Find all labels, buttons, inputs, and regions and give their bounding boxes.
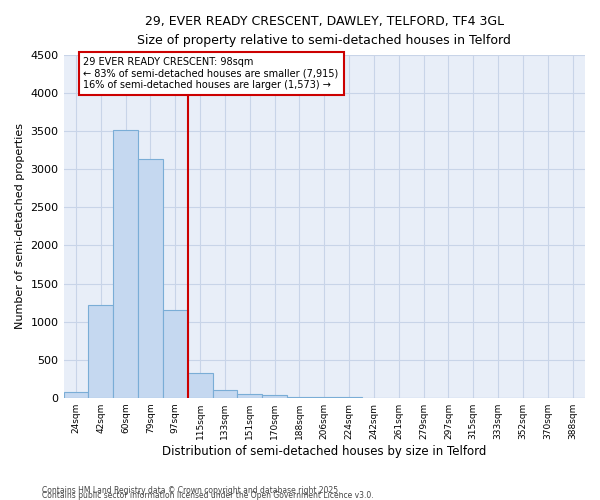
Title: 29, EVER READY CRESCENT, DAWLEY, TELFORD, TF4 3GL
Size of property relative to s: 29, EVER READY CRESCENT, DAWLEY, TELFORD… (137, 15, 511, 47)
Bar (113, 130, 138, 398)
Text: Contains public sector information licensed under the Open Government Licence v3: Contains public sector information licen… (42, 491, 374, 500)
Bar (312, 397, 337, 398)
Bar (287, 396, 312, 398)
Bar (238, 394, 262, 398)
Bar (88, 305, 113, 398)
Text: 29 EVER READY CRESCENT: 98sqm
← 83% of semi-detached houses are smaller (7,915)
: 29 EVER READY CRESCENT: 98sqm ← 83% of s… (83, 56, 338, 90)
Text: Contains HM Land Registry data © Crown copyright and database right 2025.: Contains HM Land Registry data © Crown c… (42, 486, 341, 495)
Bar (262, 396, 287, 398)
Bar (188, 372, 212, 398)
Bar (212, 390, 238, 398)
X-axis label: Distribution of semi-detached houses by size in Telford: Distribution of semi-detached houses by … (162, 444, 487, 458)
Bar (64, 392, 88, 398)
Bar (138, 160, 163, 398)
Y-axis label: Number of semi-detached properties: Number of semi-detached properties (15, 124, 25, 330)
Bar (163, 310, 188, 398)
